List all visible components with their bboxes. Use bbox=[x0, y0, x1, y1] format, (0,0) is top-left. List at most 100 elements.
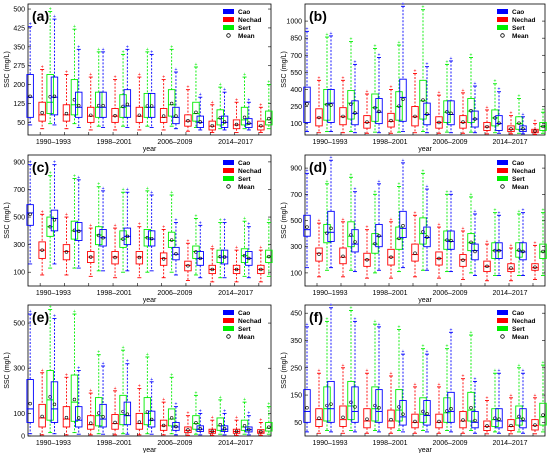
mean-marker bbox=[401, 412, 405, 416]
x-axis-label: year bbox=[418, 297, 432, 304]
panel-label: (b) bbox=[309, 8, 327, 24]
outlier-mark: + bbox=[247, 97, 250, 103]
box-sert: + bbox=[95, 182, 103, 272]
box-cao: + bbox=[423, 62, 431, 134]
outlier-mark: + bbox=[446, 189, 449, 195]
box-cao: + bbox=[172, 218, 180, 276]
box-body bbox=[220, 425, 229, 432]
outlier-mark: + bbox=[146, 186, 149, 192]
box-cao: + bbox=[471, 209, 479, 276]
outlier-mark: + bbox=[510, 393, 513, 399]
legend-label-nechad: Nechad bbox=[512, 168, 536, 175]
box-body bbox=[196, 425, 204, 432]
outlier-mark: + bbox=[542, 208, 545, 214]
mean-marker bbox=[325, 403, 329, 408]
mean-marker bbox=[517, 414, 521, 419]
mean-marker bbox=[137, 255, 142, 260]
box-body bbox=[184, 114, 192, 127]
box-cao: + bbox=[303, 322, 311, 433]
mean-marker bbox=[305, 102, 309, 106]
box-body bbox=[323, 88, 331, 121]
mean-marker bbox=[125, 412, 130, 416]
legend-label-mean: Mean bbox=[238, 334, 255, 341]
box-body bbox=[387, 112, 395, 128]
box-body bbox=[519, 125, 527, 133]
outlier-mark: + bbox=[97, 47, 100, 53]
box-body bbox=[507, 263, 515, 273]
outlier-mark: + bbox=[259, 102, 262, 108]
y-tick-label: 350 bbox=[13, 44, 25, 51]
box-body bbox=[111, 414, 119, 430]
box-body bbox=[119, 394, 127, 426]
box-body bbox=[447, 391, 455, 423]
mean-marker bbox=[28, 401, 32, 406]
box-nechad: + bbox=[111, 386, 119, 436]
box-nechad: + bbox=[507, 111, 515, 135]
box-cao: + bbox=[327, 31, 335, 133]
outlier-mark: + bbox=[170, 372, 173, 378]
box-cao: + bbox=[351, 316, 359, 433]
outlier-mark: + bbox=[306, 322, 309, 328]
box-body bbox=[411, 243, 419, 262]
outlier-mark: + bbox=[194, 213, 197, 219]
box-sert: + bbox=[347, 172, 355, 271]
box-body bbox=[515, 405, 523, 426]
box-body bbox=[483, 122, 491, 131]
mean-marker bbox=[493, 416, 497, 420]
mean-marker bbox=[341, 415, 345, 420]
box-body bbox=[232, 119, 241, 130]
mean-marker bbox=[533, 265, 537, 269]
mean-marker bbox=[349, 102, 353, 106]
box-cao: + bbox=[495, 87, 503, 134]
outlier-mark: + bbox=[65, 212, 68, 218]
y-tick-label: 125 bbox=[13, 101, 25, 108]
outlier-mark: + bbox=[366, 368, 369, 374]
legend-label-cao: Cao bbox=[512, 160, 524, 167]
mean-marker bbox=[397, 405, 401, 409]
outlier-mark: + bbox=[390, 217, 393, 223]
box-body bbox=[347, 380, 355, 421]
x-tick-label: 2014–2017 bbox=[218, 139, 253, 146]
box-sert: + bbox=[515, 363, 523, 433]
box-body bbox=[323, 223, 331, 244]
box-body bbox=[531, 263, 539, 271]
x-tick-label: 1990–1993 bbox=[36, 139, 71, 146]
outlier-mark: + bbox=[41, 209, 44, 215]
mean-marker bbox=[521, 249, 525, 254]
y-tick-label: 0 bbox=[21, 434, 25, 441]
box-body bbox=[471, 410, 479, 429]
y-axis-label: SSC (mg/L) bbox=[4, 352, 11, 389]
box-sert: + bbox=[323, 32, 331, 133]
box-cao: + bbox=[75, 366, 83, 435]
mean-marker bbox=[149, 236, 154, 241]
outlier-mark: + bbox=[73, 24, 76, 30]
box-cao: + bbox=[196, 92, 204, 131]
box-body bbox=[507, 125, 515, 133]
box-body bbox=[531, 419, 539, 431]
legend-swatch-nechad bbox=[497, 17, 508, 22]
outlier-mark: + bbox=[89, 388, 92, 394]
box-body bbox=[447, 100, 455, 126]
outlier-mark: + bbox=[350, 172, 353, 178]
y-tick-label: 150 bbox=[290, 393, 302, 400]
legend-label-cao: Cao bbox=[512, 9, 524, 16]
box-nechad: + bbox=[38, 65, 46, 130]
box-body bbox=[339, 247, 347, 265]
outlier-mark: + bbox=[426, 184, 429, 190]
outlier-mark: + bbox=[41, 368, 44, 374]
box-cao: + bbox=[303, 168, 311, 269]
mean-marker bbox=[72, 397, 77, 402]
y-tick-label: 900 bbox=[13, 159, 25, 166]
mean-marker bbox=[64, 250, 69, 254]
mean-marker bbox=[161, 257, 166, 261]
outlier-mark: + bbox=[219, 395, 222, 401]
mean-marker bbox=[259, 267, 263, 272]
box-sert: + bbox=[70, 173, 79, 269]
x-tick-label: 1990–1993 bbox=[36, 290, 71, 297]
box-cao: + bbox=[375, 53, 383, 134]
panel-a: 50 125 200 275 350 425 500 1990–1993 1998–2001 20… bbox=[4, 3, 273, 153]
y-tick-label: 50 bbox=[294, 420, 302, 427]
y-tick-label: 425 bbox=[13, 25, 25, 32]
outlier-mark: + bbox=[211, 100, 214, 106]
